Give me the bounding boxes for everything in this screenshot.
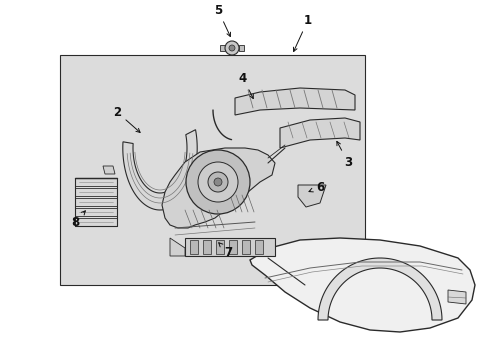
Polygon shape (235, 88, 354, 115)
Polygon shape (317, 258, 441, 320)
Text: 2: 2 (113, 105, 140, 132)
Polygon shape (184, 238, 274, 256)
Polygon shape (170, 238, 184, 256)
Polygon shape (228, 240, 237, 254)
Polygon shape (190, 240, 198, 254)
Circle shape (207, 172, 227, 192)
Polygon shape (75, 188, 117, 196)
Text: 4: 4 (238, 72, 253, 99)
Polygon shape (297, 185, 325, 207)
Text: 1: 1 (293, 14, 311, 51)
Circle shape (198, 162, 238, 202)
Polygon shape (254, 240, 263, 254)
Polygon shape (75, 178, 117, 186)
Polygon shape (75, 198, 117, 206)
Text: 6: 6 (308, 180, 324, 194)
Polygon shape (280, 118, 359, 148)
Polygon shape (216, 240, 224, 254)
Polygon shape (249, 238, 474, 332)
Text: 7: 7 (218, 243, 232, 258)
Polygon shape (103, 166, 115, 174)
Polygon shape (122, 130, 197, 210)
Polygon shape (242, 240, 249, 254)
Text: 5: 5 (213, 4, 230, 36)
Circle shape (224, 41, 239, 55)
Text: 8: 8 (71, 211, 85, 229)
Circle shape (185, 150, 249, 214)
Polygon shape (447, 290, 465, 304)
Polygon shape (220, 45, 224, 51)
Polygon shape (162, 148, 274, 228)
Polygon shape (239, 45, 244, 51)
Circle shape (214, 178, 222, 186)
Polygon shape (203, 240, 210, 254)
Bar (60, 55, 364, 285)
Circle shape (228, 45, 235, 51)
Polygon shape (75, 218, 117, 226)
Polygon shape (75, 208, 117, 216)
Text: 3: 3 (336, 141, 351, 168)
